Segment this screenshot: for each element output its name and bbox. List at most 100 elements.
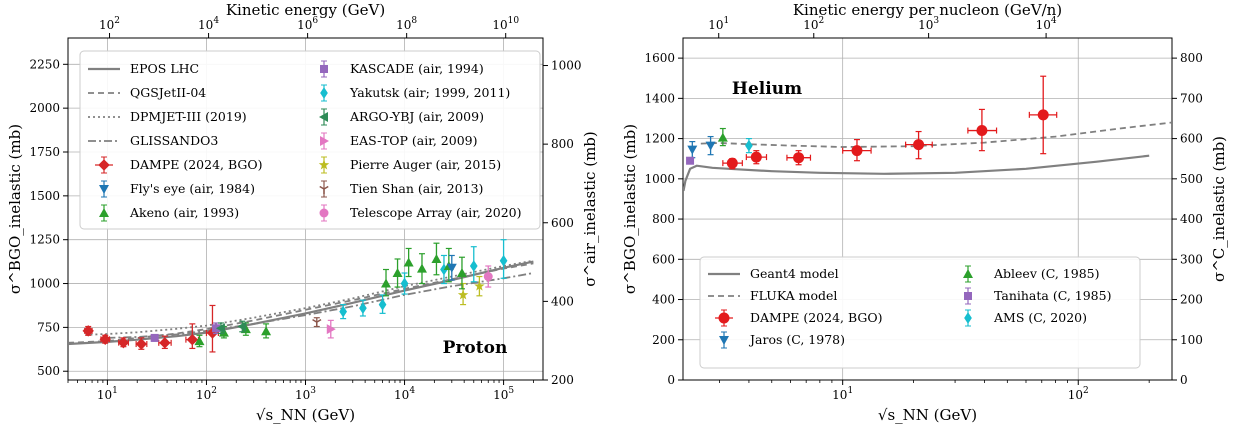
top-axis-label: Kinetic energy (GeV)	[226, 1, 385, 19]
data-point	[194, 336, 205, 346]
data-point	[745, 139, 753, 152]
legend-marker	[99, 208, 109, 217]
data-point	[457, 289, 469, 300]
y-tick-label: 1600	[644, 51, 675, 65]
top-tick-label: 101	[708, 16, 729, 32]
series-line	[68, 262, 534, 344]
data-point	[400, 277, 409, 290]
y2-axis-label: σ^air_inelastic (mb)	[581, 131, 599, 287]
data-point	[446, 263, 457, 273]
legend-label: AMS (C, 2020)	[993, 310, 1087, 325]
x-tick-label: 101	[832, 386, 853, 402]
legend-marker	[963, 269, 973, 278]
legend-label: ARGO-YBJ (air, 2009)	[349, 109, 484, 124]
x-tick-label: 103	[295, 386, 316, 402]
y2-tick-label: 800	[551, 137, 574, 151]
data-point	[392, 268, 403, 278]
y2-tick-label: 1000	[551, 59, 582, 73]
data-point	[339, 305, 348, 318]
y-tick-label: 2250	[29, 57, 60, 71]
data-point	[312, 318, 322, 328]
legend-label: DPMJET-III (2019)	[130, 109, 247, 124]
data-point	[686, 156, 695, 165]
legend-label: EPOS LHC	[130, 61, 199, 76]
y-tick-label: 400	[652, 293, 675, 307]
data-point	[135, 338, 148, 350]
data-point	[261, 326, 272, 336]
legend-label: GLISSANDO3	[130, 133, 218, 148]
y2-tick-label: 800	[1180, 51, 1203, 65]
y-tick-label: 500	[37, 364, 60, 378]
legend-marker	[318, 159, 330, 170]
proton-panel: 101 102 103 104 105 500 750 1000 1250 1500 1750 200…	[6, 1, 599, 424]
top-tick-label: 102	[99, 16, 120, 32]
legend-label: DAMPE (2024, BGO)	[130, 157, 263, 172]
panel-title: Helium	[732, 79, 802, 99]
x-tick-label: 102	[1068, 386, 1089, 402]
legend-label: DAMPE (2024, BGO)	[750, 310, 883, 325]
y2-tick-label: 400	[551, 294, 574, 308]
y-tick-label: 1400	[644, 91, 675, 105]
legend-marker	[319, 185, 329, 194]
legend-label: Akeno (air, 1993)	[129, 205, 239, 220]
legend-marker	[319, 208, 329, 218]
data-point	[403, 257, 414, 267]
y-tick-label: 1500	[29, 189, 60, 203]
legend-label: Tien Shan (air, 2013)	[350, 181, 483, 196]
y2-tick-label: 300	[1180, 252, 1203, 266]
top-tick-label: 108	[396, 16, 417, 32]
series-line	[700, 121, 1172, 148]
helium-panel: 101 102 0 200 400 600 800 1000 1200 1400 1600 0 100 2…	[621, 1, 1228, 424]
legend-label: Geant4 model	[750, 266, 839, 281]
top-tick-label: 106	[297, 16, 318, 32]
data-point	[99, 333, 111, 346]
data-point	[851, 145, 863, 157]
y2-tick-label: 700	[1180, 91, 1203, 105]
plot-frame	[682, 37, 1173, 381]
y2-axis-label: σ^C_inelastic (mb)	[1210, 136, 1228, 282]
legend-label: EAS-TOP (air, 2009)	[350, 133, 477, 148]
plot-frame	[67, 37, 544, 381]
legend-marker	[98, 159, 110, 171]
data-point	[750, 151, 762, 163]
y-tick-label: 0	[667, 373, 675, 387]
data-point	[215, 323, 225, 334]
series-line	[107, 272, 534, 339]
data-point	[378, 298, 387, 311]
data-point	[793, 152, 805, 164]
legend-label: Jaros (C, 1978)	[748, 332, 845, 347]
series-line	[85, 259, 534, 336]
data-points	[82, 239, 508, 353]
panel-title: Proton	[443, 338, 508, 358]
x-tick-label: 105	[493, 386, 514, 402]
data-point	[499, 254, 508, 267]
legend-marker	[320, 65, 328, 73]
y2-tick-label: 500	[1180, 172, 1203, 186]
legend-box	[79, 50, 541, 230]
data-point	[186, 333, 199, 346]
y-tick-label: 200	[652, 333, 675, 347]
y2-tick-label: 100	[1180, 333, 1203, 347]
y2-tick-label: 200	[1180, 293, 1203, 307]
legend-marker	[320, 87, 328, 99]
data-point	[159, 337, 171, 349]
y-axis-label: σ^BGO_inelastic (mb)	[621, 124, 639, 294]
legend-label: Telescope Array (air, 2020)	[350, 205, 522, 220]
legend-marker	[319, 112, 328, 122]
data-points	[686, 75, 1058, 170]
legend-label: QGSJetII-04	[130, 85, 206, 100]
y-tick-label: 750	[37, 320, 60, 334]
data-point	[726, 157, 738, 169]
top-tick-label: 1010	[492, 16, 519, 32]
y-tick-label: 800	[652, 212, 675, 226]
model-curves	[683, 121, 1172, 192]
legend-label: Ableev (C, 1985)	[993, 266, 1100, 281]
data-point	[456, 268, 467, 278]
x-axis-label: √s_NN (GeV)	[878, 406, 977, 424]
y-tick-label: 1250	[29, 233, 60, 247]
x-tick-label: 101	[97, 386, 118, 402]
legend-marker	[320, 136, 329, 146]
data-point	[483, 272, 493, 282]
top-tick-label: 103	[918, 16, 939, 32]
legend-label: Tanihata (C, 1985)	[994, 288, 1111, 303]
